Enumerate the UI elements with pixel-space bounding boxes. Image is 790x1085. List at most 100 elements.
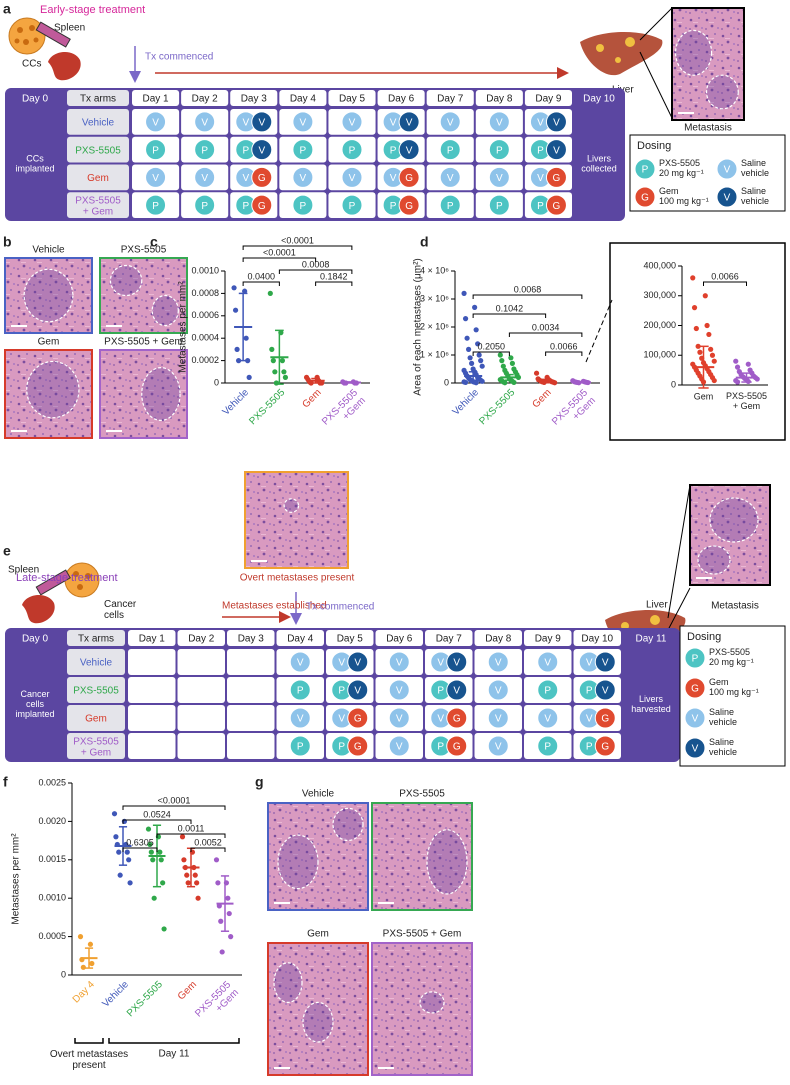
metastasis-outline [707,75,739,109]
y-tick-label: 400,000 [643,260,676,270]
data-point [225,896,230,901]
dose-letter: P [242,145,249,156]
data-point [113,834,118,839]
data-point [480,379,485,384]
dose-letter: V [242,118,249,129]
dose-letter: V [692,744,699,755]
metastasis-outline [698,546,730,574]
dose-letter: V [437,658,444,669]
p-value: 0.0400 [247,271,275,281]
data-point [159,857,164,862]
data-point [480,364,485,369]
dose-letter: V [258,118,265,129]
dose-letter: G [258,173,266,184]
x-tick-label: Vehicle [451,387,482,418]
group-bracket [75,1038,103,1043]
dose-letter: V [201,173,208,184]
y-tick-label: 300,000 [643,290,676,300]
dose-letter: P [201,201,208,212]
x-tick-label: Vehicle [100,979,131,1010]
dose-letter: V [406,145,413,156]
significance-bracket [509,333,582,337]
dose-letter: P [338,742,345,753]
data-point [181,857,186,862]
day-header: Day 0 [22,634,49,645]
dose-letter: P [544,742,551,753]
histology-label: PXS-5505 [121,245,167,256]
histology-label: Gem [307,929,329,940]
day-header: Day 2 [192,94,219,105]
data-point [534,371,539,376]
data-point [186,880,191,885]
dose-letter: G [641,193,649,204]
histology-label: Vehicle [302,789,335,800]
data-point [712,378,717,383]
liver-label: Liver [646,600,668,611]
p-value: <0.0001 [158,795,191,805]
dose-letter: V [537,118,544,129]
panel-label: g [255,774,264,790]
dose-letter: V [496,173,503,184]
data-point [234,347,239,352]
dose-letter: G [405,173,413,184]
significance-bracket [243,246,352,250]
data-point [706,332,711,337]
y-tick-label: 0.0010 [38,893,66,903]
significance-bracket [123,806,225,810]
data-point [220,949,225,954]
p-value: 0.1842 [320,271,348,281]
data-point [88,942,93,947]
dose-letter: P [437,742,444,753]
data-point [463,316,468,321]
p-value: 0.1042 [496,303,524,313]
significance-bracket [473,314,546,318]
p-value: <0.0001 [263,247,296,257]
day-cell [227,705,275,731]
y-tick-label: 3 × 10⁶ [420,293,449,303]
y-tick-label: 0.0005 [38,931,66,941]
liver-illustration [605,485,690,653]
panel-label: e [3,543,11,559]
histology-label: PXS-5505 + Gem [104,337,183,348]
dose-letter: V [338,714,345,725]
tx-label: Tx commenced [145,52,213,63]
dose-letter: G [405,201,413,212]
day-header: Day 6 [388,94,415,105]
data-point [733,359,738,364]
dose-letter: V [349,118,356,129]
y-tick-label: 0.0015 [38,854,66,864]
panel-label: f [3,774,8,790]
dose-letter: V [724,193,731,204]
day-header: Day 4 [287,634,314,645]
data-point [227,911,232,916]
y-tick-label: 0.0008 [191,288,219,298]
day-header: Day 3 [238,634,265,645]
day-header: Day 0 [22,94,49,105]
p-value: 0.0066 [550,341,578,351]
tx-label: Tx commenced [306,602,374,613]
data-point [694,326,699,331]
data-point [81,965,86,970]
dose-letter: V [602,686,609,697]
day-cell [227,677,275,703]
metastasis-label: Metastasis [711,601,759,612]
data-point [195,896,200,901]
p-value: 0.2050 [477,341,505,351]
x-tick-label: Gem [531,387,554,410]
data-point [247,375,252,380]
x-tick-label: PXS-5505+Gem [550,387,598,435]
dose-letter: V [586,658,593,669]
data-point [474,327,479,332]
data-point [180,834,185,839]
y-tick-label: 0.0010 [191,265,219,275]
day-cell [128,733,176,759]
x-tick-label: PXS-5505+ Gem [726,391,767,411]
cells-label: CCs [22,59,41,70]
dosing-label: Salinevehicle [709,707,737,727]
data-point [272,369,277,374]
day-header: Day 3 [241,94,268,105]
day-cell [227,733,275,759]
dose-letter: V [242,173,249,184]
day-cell [128,649,176,675]
dose-letter: V [354,658,361,669]
